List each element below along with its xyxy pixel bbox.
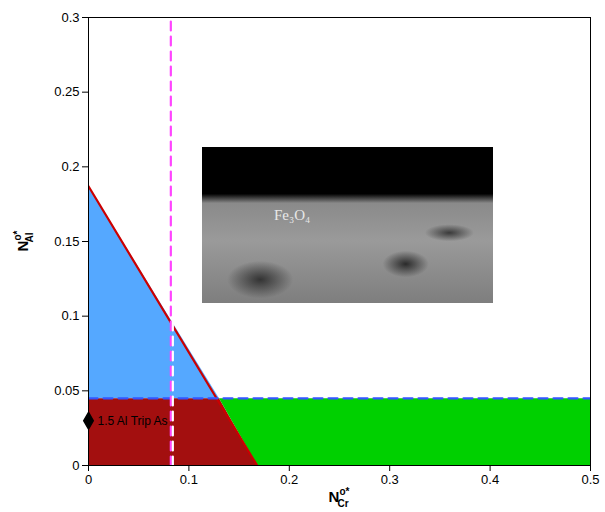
svg-text:0.15: 0.15 bbox=[54, 234, 79, 249]
svg-text:0: 0 bbox=[72, 458, 79, 473]
svg-text:0.2: 0.2 bbox=[280, 472, 298, 487]
svg-text:0.5: 0.5 bbox=[581, 472, 599, 487]
svg-text:0.25: 0.25 bbox=[54, 84, 79, 99]
svg-text:No*Cr: No*Cr bbox=[329, 486, 350, 509]
svg-text:0.3: 0.3 bbox=[381, 472, 399, 487]
svg-text:0: 0 bbox=[85, 472, 92, 487]
svg-text:0.1: 0.1 bbox=[180, 472, 198, 487]
svg-text:0.05: 0.05 bbox=[54, 383, 79, 398]
html-text:Fe₃O₄: Fe₃O₄ bbox=[274, 207, 311, 223]
svg-text:0.2: 0.2 bbox=[61, 159, 79, 174]
svg-text:No*Al: No*Al bbox=[12, 230, 35, 251]
svg-text:0.1: 0.1 bbox=[61, 308, 79, 323]
svg-text:0.3: 0.3 bbox=[61, 10, 79, 25]
svg-text:0.4: 0.4 bbox=[481, 472, 499, 487]
svg-text:1.5 Al Trip As: 1.5 Al Trip As bbox=[98, 414, 168, 428]
